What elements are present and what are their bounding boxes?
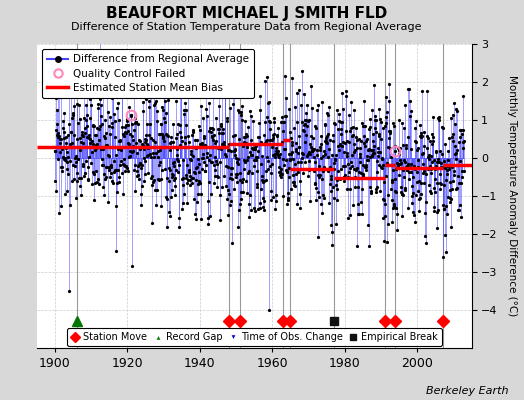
- Text: BEAUFORT MICHAEL J SMITH FLD: BEAUFORT MICHAEL J SMITH FLD: [106, 6, 387, 21]
- Legend: Difference from Regional Average, Quality Control Failed, Estimated Station Mean: Difference from Regional Average, Qualit…: [42, 49, 254, 98]
- Text: Difference of Station Temperature Data from Regional Average: Difference of Station Temperature Data f…: [71, 22, 421, 32]
- Text: Berkeley Earth: Berkeley Earth: [426, 386, 508, 396]
- Y-axis label: Monthly Temperature Anomaly Difference (°C): Monthly Temperature Anomaly Difference (…: [507, 75, 517, 317]
